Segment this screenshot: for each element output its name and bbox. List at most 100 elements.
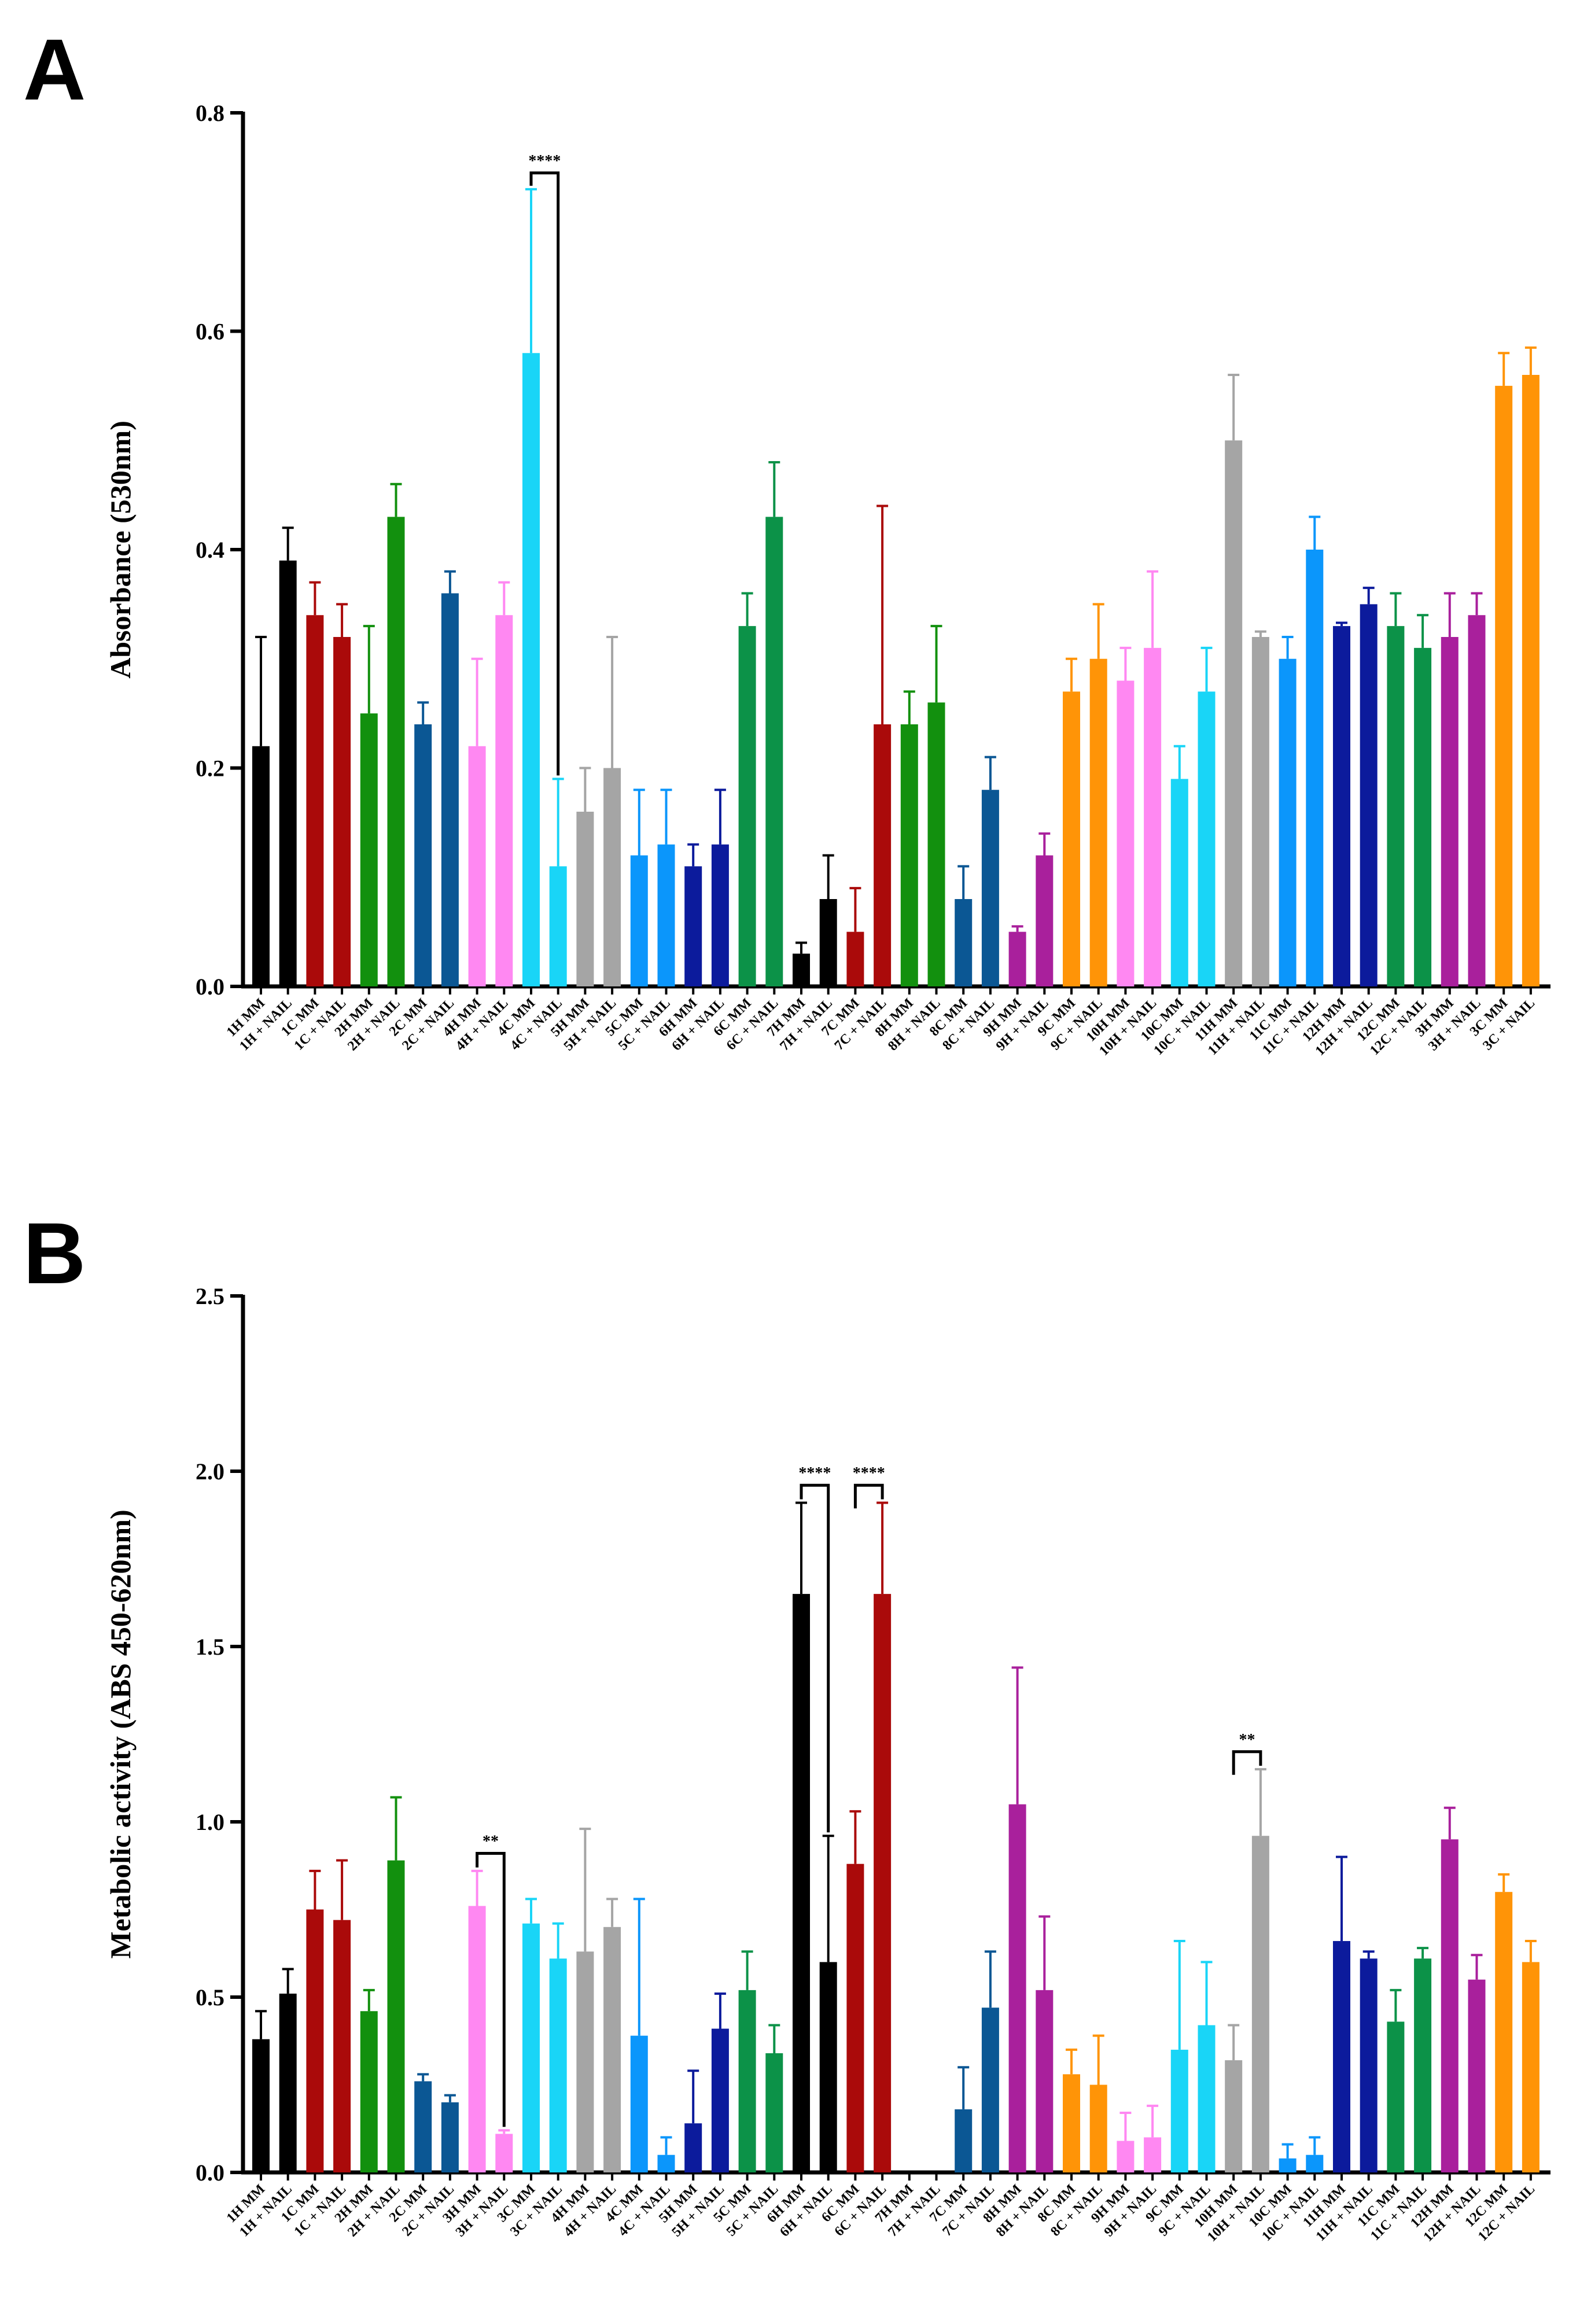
chart-b-bar xyxy=(252,2039,270,2172)
chart-a-bar xyxy=(1008,931,1026,986)
chart-b-bar xyxy=(657,2154,675,2172)
chart-a-bar xyxy=(1198,691,1216,986)
chart-a-bar xyxy=(549,866,567,986)
chart-a-bar xyxy=(765,517,783,986)
chart-b-significance-bracket xyxy=(1232,1750,1262,1775)
chart-a-y-axis-label: Absorbance (530nm) xyxy=(104,421,137,679)
chart-a-significance-bracket xyxy=(529,171,560,776)
chart-a-bar xyxy=(252,746,270,986)
chart-b-bar xyxy=(684,2123,702,2172)
chart-b-bar xyxy=(1251,1836,1269,2172)
chart-b-bar xyxy=(765,2053,783,2172)
chart-a-bar xyxy=(522,353,540,986)
chart-b-bar xyxy=(576,1951,594,2172)
chart-a-y-tick-label: 0.2 xyxy=(196,756,224,782)
chart-b-y-tick-label: 0.0 xyxy=(196,2160,224,2186)
chart-b-bar xyxy=(1414,1958,1432,2172)
chart-b-y-tick-label: 2.5 xyxy=(196,1283,224,1309)
chart-b-bar xyxy=(1117,2141,1135,2172)
chart-a-y-tick-label: 0.0 xyxy=(196,974,224,1000)
chart-a-bar xyxy=(1495,385,1513,986)
chart-a-bar xyxy=(468,746,486,986)
chart-b-bar xyxy=(1441,1839,1459,2172)
chart-a-bar xyxy=(1306,550,1324,986)
chart-a-bar xyxy=(1387,626,1405,986)
chart-b-significance-bracket xyxy=(853,1483,884,1509)
chart-b-bar xyxy=(1008,1804,1026,2172)
chart-b-bar xyxy=(955,2109,973,2172)
chart-b-bar xyxy=(306,1909,324,2172)
chart-b-bar xyxy=(1468,1979,1486,2172)
chart-a-bar xyxy=(1360,604,1378,986)
panel-label-b: B xyxy=(23,1205,86,1302)
chart-b-significance-label: ** xyxy=(1239,1731,1255,1749)
chart-b-bar xyxy=(603,1927,621,2172)
chart-a-bar xyxy=(279,560,297,986)
chart-a-bar xyxy=(711,844,729,986)
chart-a-bar xyxy=(630,855,648,986)
chart-a-bar xyxy=(900,724,918,986)
chart-b-y-tick-label: 0.5 xyxy=(196,1984,224,2010)
chart-b-significance-bracket xyxy=(476,1852,506,2127)
chart-b-y-tick-label: 1.0 xyxy=(196,1809,224,1835)
chart-a-bar xyxy=(1251,637,1269,986)
chart-a-bar xyxy=(684,866,702,986)
chart-b-y-tick-label: 1.5 xyxy=(196,1634,224,1660)
chart-a-bar xyxy=(955,899,973,986)
chart-b-bar xyxy=(1198,2025,1216,2172)
chart-a-bar xyxy=(874,724,892,986)
chart-b-significance-bracket xyxy=(800,1483,830,1833)
chart-a-bar xyxy=(306,615,324,986)
chart-a-bar xyxy=(360,713,378,986)
chart-a-bar xyxy=(1414,647,1432,986)
chart-b-bar xyxy=(279,1993,297,2172)
chart-b-bar xyxy=(1306,2154,1324,2172)
chart-b-bar xyxy=(1387,2021,1405,2172)
chart-a: Absorbance (530nm)0.00.20.40.60.81H MM1H… xyxy=(104,100,1550,1059)
chart-a-y-tick-label: 0.6 xyxy=(196,319,224,345)
panel-label-a: A xyxy=(23,21,86,118)
chart-b-bar xyxy=(738,1990,756,2172)
chart-a-bar xyxy=(1063,691,1080,986)
chart-a-bar xyxy=(1279,658,1297,986)
chart-a-bar xyxy=(333,637,351,986)
chart-a-bar xyxy=(1036,855,1054,986)
chart-b-significance-label: ** xyxy=(483,1833,499,1851)
chart-b-bar xyxy=(414,2081,432,2172)
chart-b-bar xyxy=(1522,1962,1540,2172)
chart-b-bar xyxy=(468,1906,486,2172)
chart-b-bar xyxy=(1144,2137,1162,2172)
chart-a-bar xyxy=(603,768,621,986)
chart-b-bar xyxy=(874,1594,892,2172)
chart-b-significance-label: **** xyxy=(853,1464,885,1482)
chart-a-bar xyxy=(793,953,810,986)
chart-b-bar xyxy=(441,2102,459,2172)
chart-b: Metabolic activity (ABS 450-620nm) 0.0 0.5… xyxy=(104,1283,1550,2245)
chart-a-bar xyxy=(1117,680,1135,986)
chart-b-y-axis-label: Metabolic activity (ABS 450-620nm) xyxy=(104,1509,137,1958)
chart-b-bar xyxy=(387,1860,405,2172)
chart-b-bar xyxy=(1036,1990,1054,2172)
chart-b-bar xyxy=(1495,1892,1513,2172)
chart-b-bar xyxy=(981,2008,999,2172)
chart-a-y-tick-label: 0.8 xyxy=(196,100,224,126)
chart-a-bar xyxy=(1333,626,1350,986)
chart-b-bar xyxy=(846,1863,864,2172)
chart-a-bar xyxy=(1468,615,1486,986)
chart-b-significance-label: **** xyxy=(798,1464,831,1482)
chart-b-bar xyxy=(549,1958,567,2172)
chart-a-bar xyxy=(846,931,864,986)
chart-a-bar xyxy=(1144,647,1162,986)
chart-b-bar xyxy=(360,2011,378,2172)
chart-a-significance-label: **** xyxy=(528,152,561,170)
chart-b-bar xyxy=(819,1962,837,2172)
chart-b-bar xyxy=(333,1920,351,2172)
chart-a-bar xyxy=(819,899,837,986)
chart-b-bar xyxy=(630,2035,648,2172)
chart-a-bar xyxy=(1170,779,1188,986)
chart-a-bar xyxy=(657,844,675,986)
chart-b-bar xyxy=(1360,1958,1378,2172)
chart-b-bar xyxy=(1279,2158,1297,2172)
chart-b-bar xyxy=(1170,2049,1188,2172)
chart-a-bar xyxy=(738,626,756,986)
